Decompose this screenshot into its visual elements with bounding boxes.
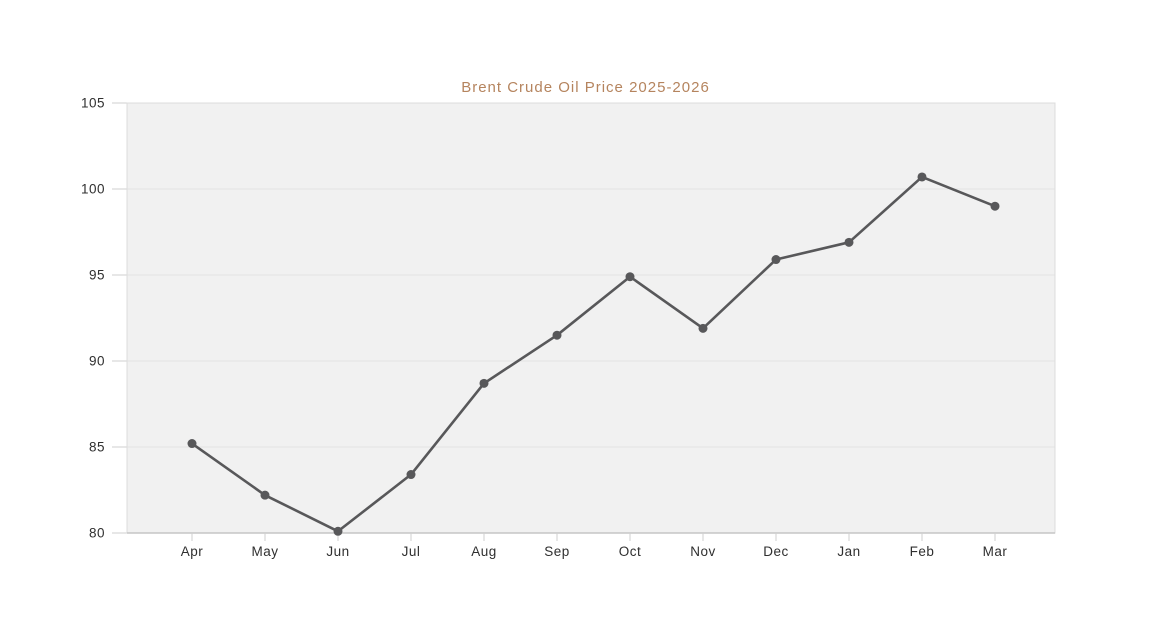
- x-axis-label: Nov: [690, 544, 716, 559]
- data-point: [844, 237, 854, 247]
- x-axis-label: May: [251, 544, 278, 559]
- x-axis-label: Sep: [544, 544, 570, 559]
- data-point: [260, 490, 270, 500]
- y-axis-label: 100: [81, 182, 105, 197]
- data-point: [187, 439, 197, 449]
- x-axis-label: Aug: [471, 544, 497, 559]
- data-point: [552, 330, 562, 340]
- chart-title: Brent Crude Oil Price 2025-2026: [461, 79, 710, 96]
- data-point: [917, 172, 927, 182]
- data-point: [990, 201, 1000, 211]
- x-axis-label: Apr: [181, 544, 204, 559]
- y-axis-label: 80: [89, 526, 105, 541]
- data-point: [625, 272, 635, 282]
- data-point: [479, 378, 489, 388]
- x-axis-label: Oct: [619, 544, 642, 559]
- x-axis-label: Jul: [402, 544, 421, 559]
- data-point: [333, 526, 343, 536]
- y-axis-label: 95: [89, 268, 105, 283]
- x-axis-label: Jan: [837, 544, 860, 559]
- x-axis-label: Feb: [910, 544, 935, 559]
- x-axis-label: Mar: [983, 544, 1008, 559]
- plot-area: [127, 103, 1055, 533]
- y-axis-label: 90: [89, 354, 105, 369]
- data-point: [406, 470, 416, 480]
- y-axis-label: 85: [89, 440, 105, 455]
- y-axis-label: 105: [81, 96, 105, 111]
- data-point: [771, 255, 781, 265]
- data-point: [698, 323, 708, 333]
- price-line: [190, 175, 997, 533]
- x-axis-label: Dec: [763, 544, 789, 559]
- x-axis-label: Jun: [326, 544, 349, 559]
